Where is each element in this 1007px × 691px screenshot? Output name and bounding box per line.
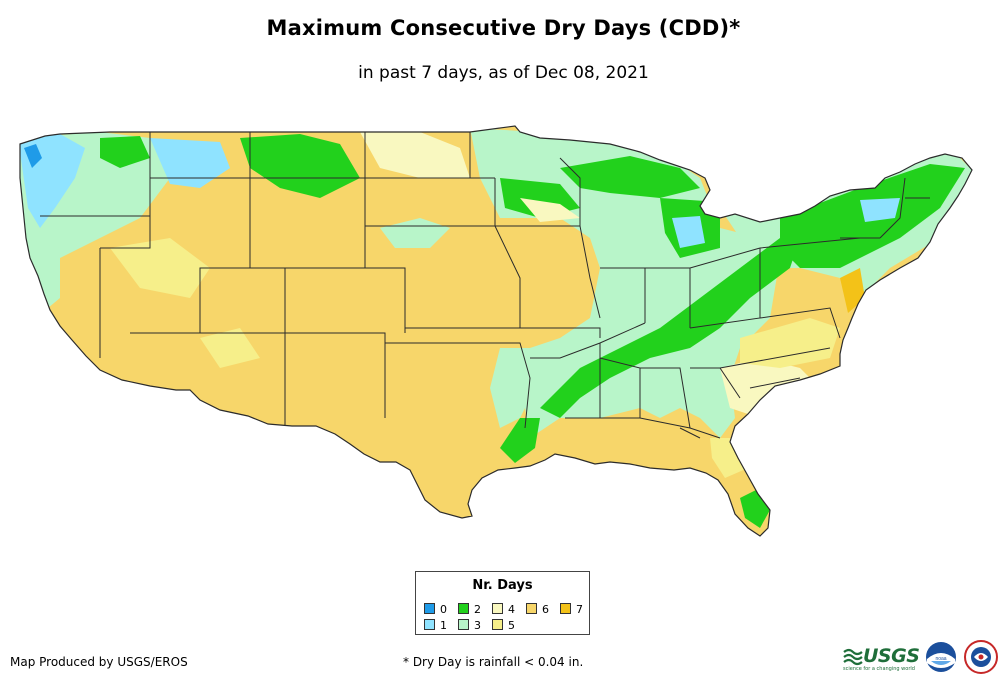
- legend-label-7: 7: [576, 603, 583, 616]
- legend-swatch-1: [424, 619, 435, 630]
- legend-label-5: 5: [508, 619, 515, 632]
- usgs-wave-icon: [843, 648, 863, 666]
- usgs-tagline: science for a changing world: [843, 666, 915, 672]
- credit-text: Map Produced by USGS/EROS: [10, 655, 188, 669]
- nws-logo-icon[interactable]: [964, 640, 998, 674]
- legend-label-0: 0: [440, 603, 447, 616]
- legend-swatch-7: [560, 603, 571, 614]
- legend-label-6: 6: [542, 603, 549, 616]
- legend-box: Nr. Days 0 1 2 3 4 5 6 7: [415, 571, 590, 635]
- noaa-logo-icon[interactable]: noaa: [925, 641, 957, 673]
- usgs-wordmark: USGS: [863, 645, 920, 667]
- noaa-text: noaa: [935, 656, 946, 662]
- legend-swatch-6: [526, 603, 537, 614]
- legend-swatch-4: [492, 603, 503, 614]
- legend-label-1: 1: [440, 619, 447, 632]
- legend-label-3: 3: [474, 619, 481, 632]
- usgs-logo[interactable]: USGS science for a changing world: [843, 645, 920, 672]
- map-subtitle: in past 7 days, as of Dec 08, 2021: [358, 63, 649, 83]
- cdd-map: [19, 125, 973, 537]
- legend-title: Nr. Days: [472, 578, 533, 593]
- legend-label-4: 4: [508, 603, 515, 616]
- legend-swatch-3: [458, 619, 469, 630]
- legend-swatch-5: [492, 619, 503, 630]
- map-title: Maximum Consecutive Dry Days (CDD)*: [266, 16, 741, 40]
- legend-swatch-2: [458, 603, 469, 614]
- legend-swatch-0: [424, 603, 435, 614]
- footnote-text: * Dry Day is rainfall < 0.04 in.: [403, 655, 584, 669]
- legend-label-2: 2: [474, 603, 481, 616]
